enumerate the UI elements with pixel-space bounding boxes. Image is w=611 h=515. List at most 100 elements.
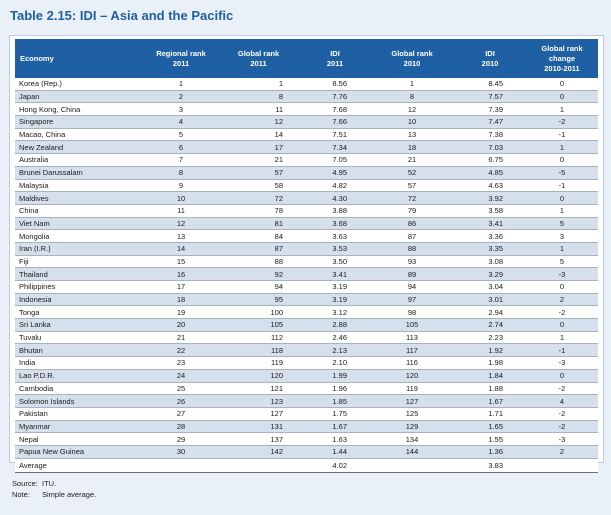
table-row: Viet Nam 12 81 3.68 86 3.41 5 — [15, 217, 598, 231]
value-cell: 93 — [370, 255, 454, 269]
value-cell: 1 — [526, 204, 598, 218]
table-row: Singapore 4 12 7.66 10 7.47 -2 — [15, 115, 598, 129]
value-cell: 2.13 — [300, 343, 370, 358]
simple-average-note: Note: Simple average. — [12, 490, 97, 499]
value-cell: 1.99 — [300, 369, 370, 383]
value-cell: 57 — [217, 166, 300, 180]
economy-cell: China — [15, 204, 145, 218]
average-cell — [217, 457, 300, 473]
value-cell: 98 — [370, 305, 454, 320]
value-cell: 3.19 — [300, 293, 370, 307]
value-cell: 6 — [145, 140, 217, 155]
value-cell: 127 — [370, 394, 454, 408]
table-row: Mongolia 13 84 3.63 87 3.36 3 — [15, 229, 598, 243]
value-cell: 119 — [370, 382, 454, 396]
value-cell: 5 — [526, 217, 598, 231]
value-cell: 1 — [370, 78, 454, 91]
value-cell: 11 — [217, 102, 300, 117]
value-cell: 4 — [145, 115, 217, 129]
value-cell: 88 — [370, 242, 454, 256]
value-cell: 86 — [370, 217, 454, 231]
value-cell: 1.92 — [454, 343, 526, 358]
table-row: Bhutan 22 118 2.13 117 1.92 -1 — [15, 343, 598, 358]
table-row: India 23 119 2.10 116 1.98 -3 — [15, 356, 598, 370]
value-cell: 4.95 — [300, 166, 370, 180]
table-row: Philippines 17 94 3.19 94 3.04 0 — [15, 280, 598, 294]
value-cell: 1.36 — [454, 445, 526, 459]
value-cell: 10 — [145, 191, 217, 205]
value-cell: 105 — [370, 318, 454, 332]
value-cell: 13 — [370, 128, 454, 142]
economy-cell: Indonesia — [15, 293, 145, 307]
average-cell: 4.02 — [300, 457, 370, 473]
value-cell: 8 — [145, 166, 217, 180]
value-cell: 12 — [145, 217, 217, 231]
value-cell: 8.45 — [454, 78, 526, 91]
value-cell: 3.58 — [454, 204, 526, 218]
value-cell: 1.55 — [454, 432, 526, 446]
value-cell: 81 — [217, 217, 300, 231]
value-cell: 3.01 — [454, 293, 526, 307]
table-row: Iran (I.R.) 14 87 3.53 88 3.35 1 — [15, 242, 598, 256]
value-cell: 7 — [145, 153, 217, 167]
value-cell: 15 — [145, 255, 217, 269]
value-cell: 0 — [526, 90, 598, 104]
value-cell: 3.50 — [300, 255, 370, 269]
value-cell: 3.04 — [454, 280, 526, 294]
value-cell: 118 — [217, 343, 300, 358]
value-cell: 1 — [526, 331, 598, 345]
value-cell: 6.75 — [454, 153, 526, 167]
value-cell: 3.63 — [300, 229, 370, 243]
value-cell: 26 — [145, 394, 217, 408]
table-row: Thailand 16 92 3.41 89 3.29 -3 — [15, 267, 598, 281]
value-cell: 5 — [526, 255, 598, 269]
value-cell: 137 — [217, 432, 300, 446]
value-cell: 2.74 — [454, 318, 526, 332]
value-cell: 113 — [370, 331, 454, 345]
table-frame: Economy Regional rank 2011 Global rank 201… — [9, 35, 604, 473]
value-cell: 87 — [370, 229, 454, 243]
value-cell: 1.44 — [300, 445, 370, 459]
table-row: Hong Kong, China 3 11 7.68 12 7.39 1 — [15, 102, 598, 117]
value-cell: 112 — [217, 331, 300, 345]
value-cell: 11 — [145, 204, 217, 218]
economy-cell: Papua New Guinea — [15, 445, 145, 459]
table-row: Malaysia 9 58 4.82 57 4.63 -1 — [15, 179, 598, 193]
value-cell: 4.85 — [454, 166, 526, 180]
value-cell: 4.30 — [300, 191, 370, 205]
value-cell: 0 — [526, 280, 598, 294]
value-cell: 4.82 — [300, 179, 370, 193]
value-cell: 94 — [370, 280, 454, 294]
value-cell: 144 — [370, 445, 454, 459]
value-cell: 25 — [145, 382, 217, 396]
table-row: Cambodia 25 121 1.96 119 1.88 -2 — [15, 382, 598, 396]
value-cell: 1.98 — [454, 356, 526, 370]
value-cell: 1.88 — [454, 382, 526, 396]
value-cell: 134 — [370, 432, 454, 446]
value-cell: 57 — [370, 179, 454, 193]
value-cell: 127 — [217, 407, 300, 421]
value-cell: 3.12 — [300, 305, 370, 320]
economy-cell: Cambodia — [15, 382, 145, 396]
value-cell: 10 — [370, 115, 454, 129]
value-cell: 18 — [145, 293, 217, 307]
table-row: Japan 2 8 7.76 8 7.57 0 — [15, 90, 598, 104]
value-cell: 120 — [217, 369, 300, 383]
economy-cell: New Zealand — [15, 140, 145, 155]
value-cell: 9 — [145, 179, 217, 193]
value-cell: 3.92 — [454, 191, 526, 205]
value-cell: 7.05 — [300, 153, 370, 167]
value-cell: 2 — [526, 445, 598, 459]
value-cell: 1 — [526, 242, 598, 256]
economy-cell: India — [15, 356, 145, 370]
value-cell: 21 — [370, 153, 454, 167]
value-cell: 121 — [217, 382, 300, 396]
value-cell: 1.71 — [454, 407, 526, 421]
average-cell: 3.83 — [454, 457, 526, 473]
value-cell: 97 — [370, 293, 454, 307]
table-row: Korea (Rep.) 1 1 8.56 1 8.45 0 — [15, 78, 598, 91]
value-cell: 78 — [217, 204, 300, 218]
table-row: Myanmar 28 131 1.67 129 1.65 -2 — [15, 420, 598, 434]
economy-cell: Singapore — [15, 115, 145, 129]
value-cell: -3 — [526, 432, 598, 446]
